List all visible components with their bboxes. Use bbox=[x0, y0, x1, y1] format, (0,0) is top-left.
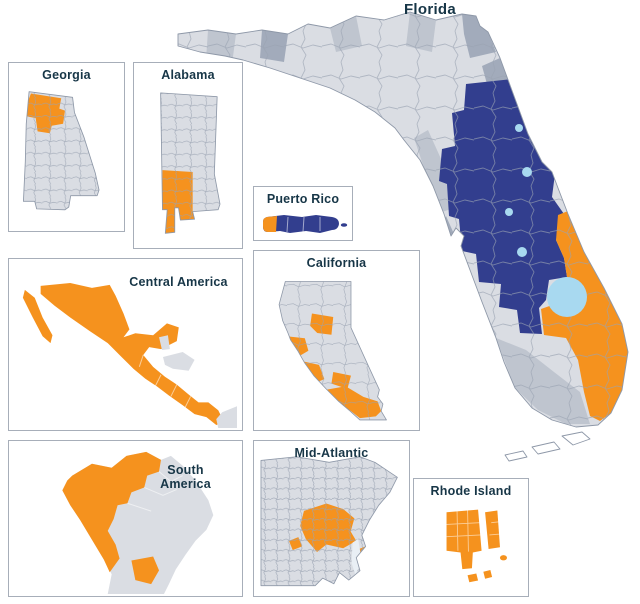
rhode-island-label: Rhode Island bbox=[430, 484, 512, 498]
panel-mid-atlantic: Mid-Atlantic bbox=[253, 440, 410, 597]
panel-rhode-island: Rhode Island bbox=[413, 478, 529, 597]
south-america-map bbox=[62, 451, 214, 594]
alabama-map bbox=[160, 92, 221, 234]
central-america-gray-countries bbox=[159, 335, 237, 428]
puerto-rico-orange-region bbox=[263, 216, 277, 232]
puerto-rico-label: Puerto Rico bbox=[266, 192, 340, 206]
panel-georgia: Georgia bbox=[8, 62, 125, 232]
panel-south-america: South America bbox=[8, 440, 243, 597]
california-map bbox=[278, 281, 387, 421]
mid-atlantic-map bbox=[260, 456, 398, 587]
baja-california-orange bbox=[22, 289, 53, 344]
vieques-island bbox=[340, 223, 348, 227]
florida-label: Florida bbox=[403, 1, 457, 18]
mexico-central-america-orange bbox=[40, 282, 225, 426]
mid-atlantic-label: Mid-Atlantic bbox=[294, 446, 369, 460]
rhode-island-orange-region bbox=[446, 509, 507, 583]
central-america-map bbox=[22, 282, 237, 428]
georgia-label: Georgia bbox=[42, 68, 91, 82]
panel-puerto-rico: Puerto Rico bbox=[253, 186, 353, 241]
california-label: California bbox=[306, 256, 367, 270]
puerto-rico-map bbox=[263, 215, 348, 233]
florida-keys bbox=[504, 431, 591, 462]
rhode-island-map bbox=[446, 509, 507, 583]
south-america-label: South America bbox=[160, 463, 211, 492]
panel-alabama: Alabama bbox=[133, 62, 243, 249]
central-america-label: Central America bbox=[129, 275, 228, 289]
panel-central-america: Central America bbox=[8, 258, 243, 431]
panel-california: California bbox=[253, 250, 420, 431]
florida-outline bbox=[177, 11, 629, 428]
alabama-label: Alabama bbox=[161, 68, 215, 82]
south-america-orange-west bbox=[62, 451, 162, 573]
south-america-orange-south bbox=[131, 556, 160, 585]
lake-okeechobee bbox=[547, 277, 587, 317]
georgia-map bbox=[22, 91, 100, 211]
